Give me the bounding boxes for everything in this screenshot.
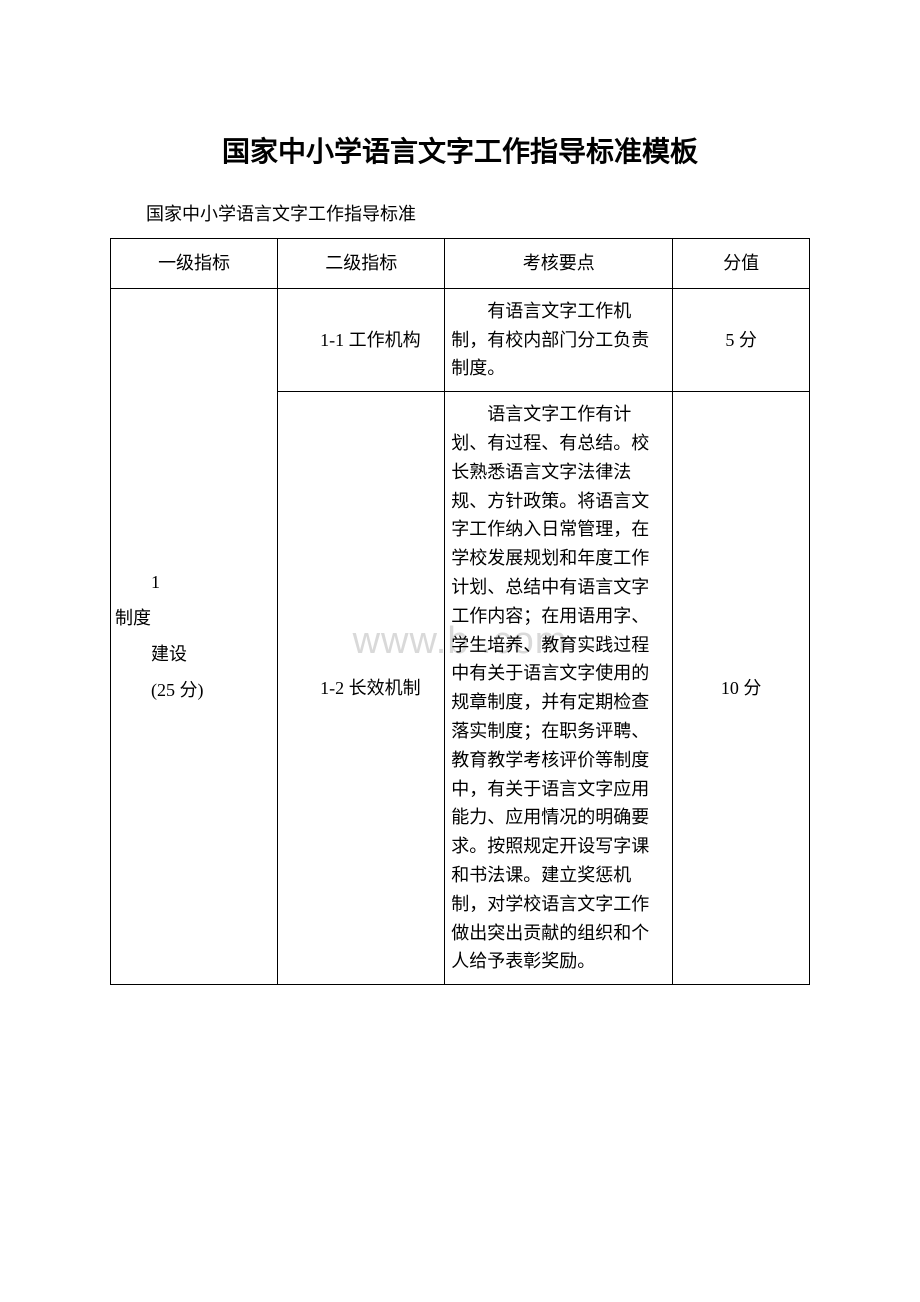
- score-cell: 10 分: [673, 392, 810, 985]
- table-header-row: 一级指标 二级指标 考核要点 分值: [111, 239, 810, 289]
- level2-cell: 1-1 工作机构: [278, 288, 445, 391]
- level1-label2: 建设: [115, 636, 273, 672]
- level2-cell: 1-2 长效机制: [278, 392, 445, 985]
- level1-number: 1: [115, 564, 273, 600]
- header-level2: 二级指标: [278, 239, 445, 289]
- level2-indicator: 1-2 长效机制: [284, 674, 438, 703]
- level1-content: 1 制度 建设 (25 分): [115, 564, 273, 708]
- level1-label3: (25 分): [115, 672, 273, 708]
- header-assessment: 考核要点: [445, 239, 673, 289]
- level2-indicator: 1-1 工作机构: [284, 326, 438, 355]
- level1-cell: 1 制度 建设 (25 分): [111, 288, 278, 984]
- assessment-cell: 语言文字工作有计划、有过程、有总结。校长熟悉语言文字法律法规、方针政策。将语言文…: [445, 392, 673, 985]
- document-subtitle: 国家中小学语言文字工作指导标准: [110, 200, 810, 226]
- level1-label1: 制度: [115, 600, 273, 636]
- score-cell: 5 分: [673, 288, 810, 391]
- standards-table: 一级指标 二级指标 考核要点 分值 1 制度 建设 (25 分) 1-1 工作机…: [110, 238, 810, 985]
- assessment-content: 有语言文字工作机制，有校内部门分工负责制度。: [451, 297, 666, 383]
- document-title: 国家中小学语言文字工作指导标准模板: [110, 130, 810, 170]
- header-score: 分值: [673, 239, 810, 289]
- table-row: 1 制度 建设 (25 分) 1-1 工作机构 有语言文字工作机制，有校内部门分…: [111, 288, 810, 391]
- header-level1: 一级指标: [111, 239, 278, 289]
- document-page: 国家中小学语言文字工作指导标准模板 国家中小学语言文字工作指导标准 一级指标 二…: [0, 0, 920, 1045]
- assessment-content: 语言文字工作有计划、有过程、有总结。校长熟悉语言文字法律法规、方针政策。将语言文…: [451, 400, 666, 976]
- assessment-cell: 有语言文字工作机制，有校内部门分工负责制度。: [445, 288, 673, 391]
